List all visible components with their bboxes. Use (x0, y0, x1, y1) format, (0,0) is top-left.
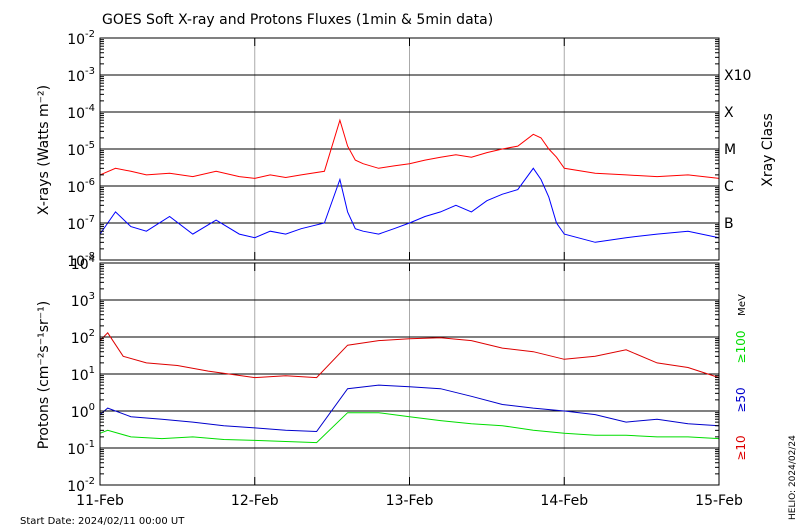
proton-series-≥10 (99, 332, 720, 379)
xray-class-axis-label: Xray Class (760, 113, 776, 187)
proton-legend-label: ≥10 (734, 435, 748, 460)
xray-class-label: C (724, 179, 734, 195)
xray-series-short (99, 167, 720, 243)
xray-class-label: X (724, 105, 734, 121)
xray-ytick-label: 10-7 (67, 214, 95, 233)
proton-panel: 10-2 10-1 100 101 102 103 104 Protons (cm⁻²s⁻¹… (36, 254, 748, 495)
xtick-label: 13-Feb (386, 493, 434, 509)
xray-class-label: X10 (724, 68, 751, 84)
xtick-label: 14-Feb (540, 493, 588, 509)
xray-ytick-label: 10-3 (67, 66, 95, 85)
proton-ytick-label: 10-1 (67, 439, 95, 458)
start-date-label: Start Date: 2024/02/11 00:00 UT (20, 516, 185, 527)
xray-series-long (99, 118, 720, 179)
helio-date-label: HELIO: 2024/02/24 (788, 435, 798, 520)
xray-ytick-label: 10-8 (67, 251, 95, 270)
proton-series-≥50 (99, 384, 720, 433)
proton-legend-label: ≥50 (734, 387, 748, 412)
proton-ytick-label: 10-2 (67, 476, 95, 495)
proton-ytick-label: 102 (71, 328, 95, 347)
mev-label: MeV (737, 294, 748, 316)
proton-ytick-label: 101 (71, 365, 95, 384)
xtick-label: 11-Feb (76, 493, 124, 509)
xray-class-label: M (724, 142, 736, 158)
xray-ytick-label: 10-5 (67, 140, 95, 159)
proton-ytick-label: 100 (71, 402, 95, 421)
proton-series-≥100 (99, 412, 720, 444)
xray-panel: 10-8 10-7 10-6 10-5 10-4 10-3 10-2 B C M X X10 X-r… (36, 29, 776, 270)
xtick-label: 12-Feb (231, 493, 279, 509)
proton-ylabel: Protons (cm⁻²s⁻¹sr⁻¹) (36, 301, 52, 450)
proton-ytick-label: 104 (71, 254, 95, 273)
xray-ytick-label: 10-6 (67, 177, 95, 196)
xray-ytick-label: 10-2 (67, 29, 95, 48)
proton-ytick-label: 103 (71, 291, 95, 310)
xray-class-label: B (724, 216, 734, 232)
xray-ytick-label: 10-4 (67, 103, 95, 122)
xray-ylabel: X-rays (Watts m⁻²) (36, 85, 52, 215)
chart-title: GOES Soft X-ray and Protons Fluxes (1min… (102, 12, 493, 28)
proton-legend-label: ≥100 (734, 331, 748, 364)
xtick-label: 15-Feb (695, 493, 743, 509)
